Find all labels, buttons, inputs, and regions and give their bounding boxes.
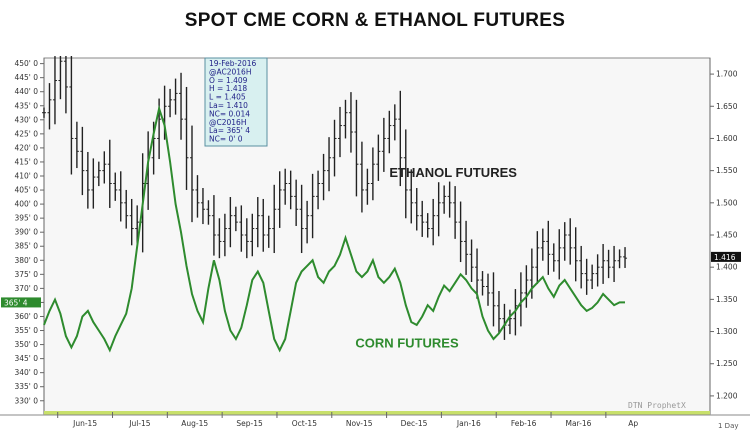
corn-last-value-tag (1, 297, 41, 308)
left-axis-tick-label: 385' 0 (14, 242, 38, 251)
x-axis-tick-label: Nov-15 (346, 419, 373, 428)
left-axis-tick-label: 375' 0 (14, 270, 38, 279)
x-axis-tick-label: Aug-15 (181, 419, 208, 428)
chart-svg: 450' 0 445' 0 440' 0 435' 0 430' 0 425' 0 420'… (0, 34, 750, 430)
x-axis-tick-label: Oct-15 (292, 419, 317, 428)
left-axis-tick-label: 420' 0 (14, 143, 38, 152)
left-axis-tick-label: 390' 0 (14, 228, 38, 237)
right-axis-tick-label: 1.450 (716, 231, 738, 240)
plot-area (43, 57, 711, 415)
info-box-line: NC= 0' 0 (209, 135, 243, 144)
info-box-line: 19-Feb-2016 (209, 59, 257, 68)
info-box-line: @C2016H (209, 118, 246, 127)
left-axis-tick-label: 355' 0 (14, 326, 38, 335)
x-axis-tick-label: Mar-16 (565, 419, 591, 428)
corn-futures-line (43, 104, 625, 353)
left-axis-tick-label: 350' 0 (14, 340, 38, 349)
left-axis-tick-label: 335' 0 (14, 382, 38, 391)
left-axis-tick-label: 415' 0 (14, 157, 38, 166)
watermark: DTN ProphetX (628, 401, 686, 410)
left-axis-tick-label: 450' 0 (14, 59, 38, 68)
corn-annotation: CORN FUTURES (355, 335, 459, 350)
right-axis-tick-label: 1.300 (716, 327, 738, 336)
x-axis-tick-label: Jul-15 (128, 419, 151, 428)
info-box-line: @AC2016H (209, 67, 251, 76)
bottom-scale-strip (44, 411, 710, 415)
left-axis-tick-label: 410' 0 (14, 172, 38, 181)
info-box-line: L = 1.405 (209, 93, 246, 102)
ethanol-last-value-text: 1.416 (714, 253, 736, 262)
left-axis-tick-label: 395' 0 (14, 214, 38, 223)
info-box-line: La= 1.410 (209, 101, 248, 110)
info-box-bg (204, 57, 268, 147)
x-axis-tick-label: Ap (628, 419, 638, 428)
x-axis-tick-label: Jun-15 (72, 419, 97, 428)
x-axis-tick-label: Dec-15 (401, 419, 428, 428)
right-axis-strip (710, 58, 750, 414)
left-axis-tick-label: 345' 0 (14, 354, 38, 363)
info-box-line: La= 365' 4 (209, 126, 250, 135)
right-axis-tick-label: 1.650 (716, 102, 738, 111)
left-axis-tick-label: 340' 0 (14, 368, 38, 377)
left-axis-tick-label: 370' 0 (14, 284, 38, 293)
right-axis-tick-label: 1.250 (716, 359, 738, 368)
x-axis-tick-label: Jan-16 (456, 419, 481, 428)
corn-last-value-text: 365' 4 (4, 298, 28, 307)
left-axis-tick-label: 405' 0 (14, 186, 38, 195)
info-box-line: H = 1.418 (209, 84, 247, 93)
left-axis-tick-label: 425' 0 (14, 129, 38, 138)
right-axis-tick-label: 1.550 (716, 166, 738, 175)
left-axis-tick-label: 360' 0 (14, 312, 38, 321)
left-axis-tick-label: 440' 0 (14, 87, 38, 96)
right-axis-tick-label: 1.350 (716, 295, 738, 304)
right-axis-tick-label: 1.700 (716, 70, 738, 79)
left-axis-tick-label: 380' 0 (14, 256, 38, 265)
left-axis-tick-label: 400' 0 (14, 200, 38, 209)
chart-title: SPOT CME CORN & ETHANOL FUTURES (184, 10, 566, 31)
x-axis-tick-label: Sep-15 (236, 419, 263, 428)
x-axis-tick-label: Feb-16 (511, 419, 537, 428)
ethanol-last-value-tag (711, 251, 741, 262)
chart-frame: 450' 0 445' 0 440' 0 435' 0 430' 0 425' 0 420'… (0, 34, 750, 438)
left-axis-tick-label: 430' 0 (14, 115, 38, 124)
right-axis-tick-label: 1.600 (716, 134, 738, 143)
right-axis-tick-label: 1.500 (716, 198, 738, 207)
left-axis-tick-label: 445' 0 (14, 73, 38, 82)
right-axis-tick-label: 1.200 (716, 391, 738, 400)
right-axis-tick-label: 1.400 (716, 263, 738, 272)
info-box-line: NC= 0.014 (209, 109, 250, 118)
left-axis-tick-label: 435' 0 (14, 101, 38, 110)
timeframe-label: 1 Day (718, 422, 739, 430)
left-axis-strip (0, 58, 44, 414)
ethanol-annotation: ETHANOL FUTURES (389, 165, 517, 180)
left-axis-tick-label: 330' 0 (14, 396, 38, 405)
info-box-line: O = 1.409 (209, 76, 248, 85)
